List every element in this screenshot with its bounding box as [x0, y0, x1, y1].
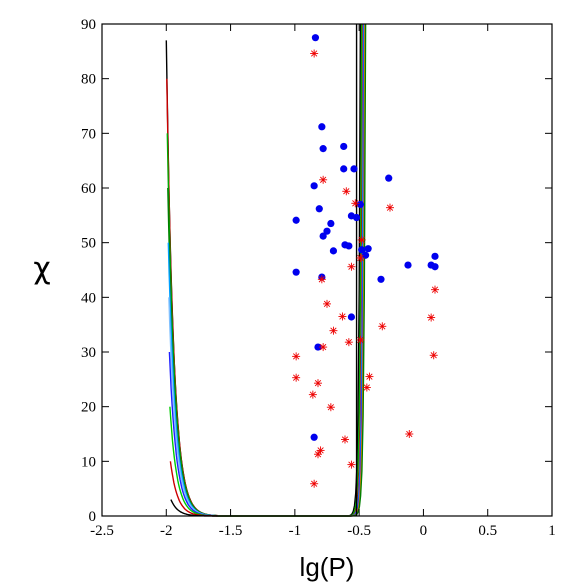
data-point-asterisk: [356, 335, 365, 344]
data-point-circle: [345, 242, 353, 250]
y-tick-label: 80: [81, 72, 96, 88]
y-tick-label: 40: [81, 290, 96, 306]
data-point-circle: [350, 165, 358, 173]
data-point-circle: [315, 205, 323, 213]
data-point-asterisk: [310, 479, 319, 488]
x-tick-label: 1: [548, 523, 556, 539]
y-tick-label: 70: [81, 126, 96, 142]
data-point-circle: [352, 213, 361, 222]
y-tick-label: 90: [81, 17, 96, 33]
data-point-circle: [310, 182, 318, 190]
data-point-asterisk: [357, 235, 366, 244]
data-point-circle: [385, 174, 393, 182]
data-point-asterisk: [326, 403, 335, 412]
data-point-asterisk: [342, 187, 351, 196]
data-point-asterisk: [431, 285, 439, 294]
data-point-circle: [358, 246, 366, 254]
x-tick-label: -1: [289, 523, 302, 539]
data-point-asterisk: [338, 312, 347, 321]
data-point-asterisk: [351, 199, 360, 208]
data-point-asterisk: [292, 373, 301, 382]
x-tick-label: 0.5: [478, 523, 497, 539]
x-tick-label: -0.5: [347, 523, 371, 539]
data-point-asterisk: [314, 379, 322, 388]
x-axis-title: lg(P): [300, 552, 355, 582]
data-point-asterisk: [344, 338, 353, 347]
data-point-asterisk: [429, 351, 438, 360]
y-tick-label: 0: [89, 509, 97, 525]
data-point-circle: [329, 247, 338, 255]
data-point-circle: [347, 313, 356, 321]
data-point-circle: [327, 219, 335, 228]
data-point-circle: [323, 227, 331, 235]
data-point-asterisk: [308, 390, 317, 399]
data-point-circle: [340, 165, 348, 173]
data-point-asterisk: [378, 322, 387, 331]
data-point-circle: [377, 275, 385, 283]
data-point-circle: [431, 252, 439, 260]
y-axis-ticks: 0 10 20 30 40 50 60 70 80 90: [81, 17, 552, 525]
y-tick-label: 60: [81, 181, 96, 197]
data-point-asterisk: [310, 49, 319, 58]
data-point-circle: [319, 145, 327, 153]
data-point-asterisk: [341, 435, 349, 444]
data-point-asterisk: [317, 275, 326, 284]
x-tick-label: 0: [420, 523, 428, 539]
data-point-circle: [314, 343, 322, 351]
data-point-circle: [404, 261, 412, 269]
data-point-circle: [319, 232, 327, 240]
data-point-circle: [292, 268, 300, 276]
plot-frame: [101, 23, 553, 517]
x-axis-ticks: -2.5 -2 -1.5 -1 -0.5 0 0.5 1: [90, 24, 556, 539]
data-point-asterisk: [347, 460, 356, 469]
data-point-circle: [356, 200, 365, 208]
y-axis-title: χ: [33, 251, 50, 286]
y-tick-label: 20: [81, 400, 96, 416]
x-tick-label: -1.5: [219, 523, 243, 539]
data-point-asterisk: [319, 343, 328, 352]
data-point-circle: [318, 123, 326, 131]
scatter-points: [292, 34, 439, 488]
data-point-asterisk: [365, 372, 374, 381]
data-point-circle: [361, 251, 370, 259]
data-point-circle: [310, 433, 318, 441]
data-point-circle: [431, 263, 439, 271]
data-point-asterisk: [405, 430, 414, 438]
data-point-circle: [292, 216, 300, 224]
data-point-asterisk: [292, 352, 301, 361]
y-tick-label: 50: [81, 236, 96, 252]
data-point-circle: [364, 245, 372, 253]
x-tick-label: -2.5: [90, 523, 114, 539]
data-point-asterisk: [386, 203, 394, 212]
data-point-asterisk: [347, 262, 356, 271]
y-tick-label: 10: [81, 454, 96, 470]
data-point-asterisk: [362, 383, 371, 392]
data-point-asterisk: [329, 326, 338, 335]
data-point-asterisk: [356, 253, 365, 262]
data-point-circle: [311, 34, 320, 42]
data-point-asterisk: [323, 299, 331, 308]
data-point-asterisk: [427, 313, 436, 322]
x-tick-label: -2: [160, 523, 173, 539]
y-tick-label: 30: [81, 345, 96, 361]
data-point-circle: [340, 142, 348, 151]
data-point-asterisk: [319, 175, 328, 184]
data-point-asterisk: [314, 450, 322, 459]
